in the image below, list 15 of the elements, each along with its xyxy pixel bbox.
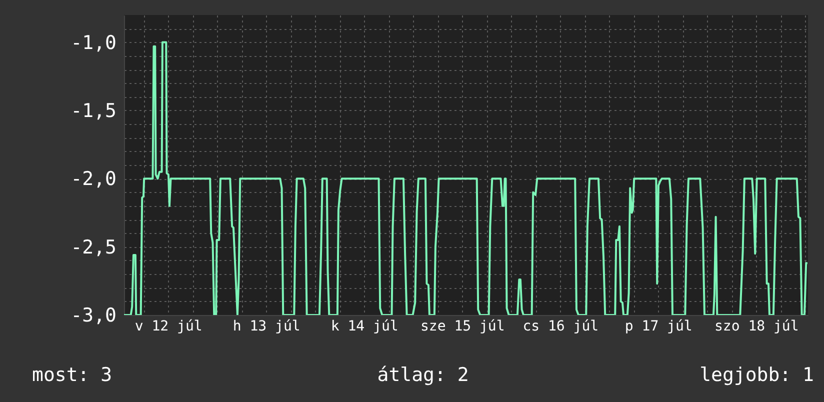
y-tick-label: -3,0 (70, 304, 116, 326)
x-tick-label: szo 18 júl (714, 318, 799, 334)
text: most: 3 (32, 364, 112, 386)
x-tick-label: k 14 júl (330, 318, 398, 334)
y-tick-label: -2,0 (70, 168, 116, 190)
x-tick-label: p 17 júl (624, 318, 692, 334)
x-tick-label: v 12 júl (134, 318, 202, 334)
x-tick-label: sze 15 júl (420, 318, 505, 334)
x-tick-label: h 13 júl (232, 318, 300, 334)
y-tick-label: -1,0 (70, 32, 116, 54)
text: átlag: 2 (377, 364, 469, 386)
y-tick-label: -2,5 (70, 236, 116, 258)
y-tick-label: -1,5 (70, 100, 116, 122)
x-tick-label: cs 16 júl (522, 318, 599, 334)
text: legjobb: 1 (700, 364, 814, 386)
